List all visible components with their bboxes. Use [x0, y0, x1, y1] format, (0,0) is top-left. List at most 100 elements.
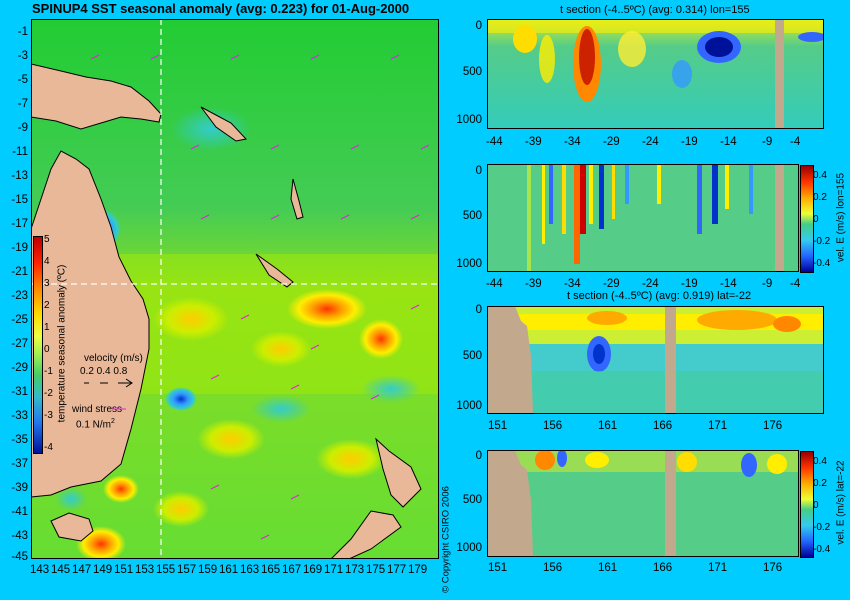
colorbar-tick: 4	[44, 256, 50, 267]
colorbar-tick: -3	[44, 410, 53, 421]
lat-tick: -7	[17, 98, 28, 110]
x-tick: -34	[564, 278, 581, 290]
lon-tick: 149	[93, 564, 113, 576]
colorbar-tick: -1	[44, 366, 53, 377]
cbar-tick: -0.2	[813, 522, 831, 533]
wind-legend-label: wind stress	[72, 404, 123, 415]
x-tick: 151	[488, 420, 508, 432]
velocity-vectors	[90, 54, 430, 540]
lat-tick: -27	[11, 338, 28, 350]
velocity-legend-arrows	[84, 378, 133, 388]
x-tick: -4	[790, 136, 801, 148]
panel2-heatmap	[487, 164, 799, 272]
y-tick: 0	[475, 304, 482, 316]
x-tick: 151	[488, 562, 508, 574]
y-tick: 1000	[456, 114, 482, 126]
lat-tick: -37	[11, 458, 28, 470]
velocity-legend-scale: 0.2 0.4 0.8	[80, 366, 128, 377]
lat-tick: -39	[11, 482, 28, 494]
y-tick: 500	[462, 350, 482, 362]
panel3-title: t section (-4..5ºC) (avg: 0.919) lat=-22	[567, 290, 752, 302]
lat-tick: -29	[11, 362, 28, 374]
x-tick: 171	[708, 562, 728, 574]
x-tick: -34	[564, 136, 581, 148]
lat-tick: -9	[17, 122, 28, 134]
sst-map	[31, 19, 439, 559]
new-zealand-north	[375, 437, 422, 508]
land-masses	[31, 63, 422, 559]
lon-tick: 165	[261, 564, 281, 576]
lon-tick: 151	[114, 564, 134, 576]
panel4-heatmap	[487, 450, 799, 557]
lon-tick: 143	[30, 564, 50, 576]
cbar-tick: 0.2	[813, 192, 827, 203]
colorbar-tick: -4	[44, 442, 53, 453]
x-tick: -39	[525, 136, 542, 148]
panel3-svg	[487, 306, 824, 414]
x-tick: -29	[603, 136, 620, 148]
lat-tick: -11	[12, 146, 28, 158]
y-tick: 500	[462, 210, 482, 222]
x-tick: 166	[653, 562, 673, 574]
panel4-cbar-label: vel. E (m/s) lat=-22	[835, 460, 847, 545]
y-tick: 1000	[456, 400, 482, 412]
copyright-text: © Copyright CSIRO 2006	[440, 486, 452, 593]
lat-tick: -1	[17, 26, 28, 38]
panel2-colorbar	[800, 165, 814, 273]
x-tick: -29	[603, 278, 620, 290]
panel1-title: t section (-4..5ºC) (avg: 0.314) lon=155	[560, 4, 750, 16]
lon-tick: 171	[324, 564, 344, 576]
x-tick: -44	[486, 278, 503, 290]
wind-legend-scale: 0.1 N/m2	[76, 418, 115, 430]
lon-tick: 153	[135, 564, 155, 576]
lat-tick: -31	[11, 386, 28, 398]
cbar-tick: -0.2	[813, 236, 831, 247]
x-tick: -19	[681, 136, 698, 148]
colorbar-tick: -2	[44, 388, 53, 399]
cbar-tick: 0.2	[813, 478, 827, 489]
panel3-heatmap	[487, 306, 824, 414]
lat-tick: -15	[11, 194, 28, 206]
panel4-svg	[487, 450, 799, 557]
panel1-heatmap	[487, 19, 824, 129]
anomaly-colorbar	[33, 236, 43, 454]
lat-tick: -13	[11, 170, 28, 182]
lon-tick: 173	[345, 564, 365, 576]
panel1-svg	[487, 19, 824, 129]
colorbar-label: temperature seasonal anomaly (ºC)	[56, 264, 68, 423]
section-land	[775, 19, 784, 129]
lon-tick: 177	[387, 564, 407, 576]
y-tick: 0	[475, 165, 482, 177]
panel4-colorbar	[800, 451, 814, 558]
x-tick: -44	[486, 136, 503, 148]
lon-tick: 147	[72, 564, 92, 576]
x-tick: -4	[790, 278, 801, 290]
lat-tick: -23	[11, 290, 28, 302]
x-tick: 176	[763, 420, 783, 432]
cbar-tick: 0	[813, 214, 819, 225]
x-tick: -39	[525, 278, 542, 290]
section-crosshair	[31, 19, 439, 559]
x-tick: -14	[720, 136, 737, 148]
wind-scale-exponent: 2	[111, 418, 115, 425]
y-tick: 0	[475, 450, 482, 462]
lon-tick: 155	[156, 564, 176, 576]
colorbar-tick: 3	[44, 278, 50, 289]
map-title: SPINUP4 SST seasonal anomaly (avg: 0.223…	[32, 1, 410, 16]
lon-tick: 145	[51, 564, 71, 576]
lat-tick: -43	[11, 530, 28, 542]
lon-tick: 175	[366, 564, 386, 576]
y-tick: 0	[475, 20, 482, 32]
new-zealand-south	[330, 510, 402, 559]
x-tick: 161	[598, 562, 618, 574]
lon-tick: 159	[198, 564, 218, 576]
cbar-tick: -0.4	[813, 258, 831, 269]
lat-tick: -45	[11, 551, 28, 563]
x-tick: 171	[708, 420, 728, 432]
lat-tick: -19	[11, 242, 28, 254]
x-tick: 166	[653, 420, 673, 432]
colorbar-tick: 5	[44, 234, 50, 245]
x-tick: -24	[642, 278, 659, 290]
x-tick: -9	[762, 278, 773, 290]
panel2-cbar-label: vel. E (m/s) lon=155	[835, 172, 847, 263]
